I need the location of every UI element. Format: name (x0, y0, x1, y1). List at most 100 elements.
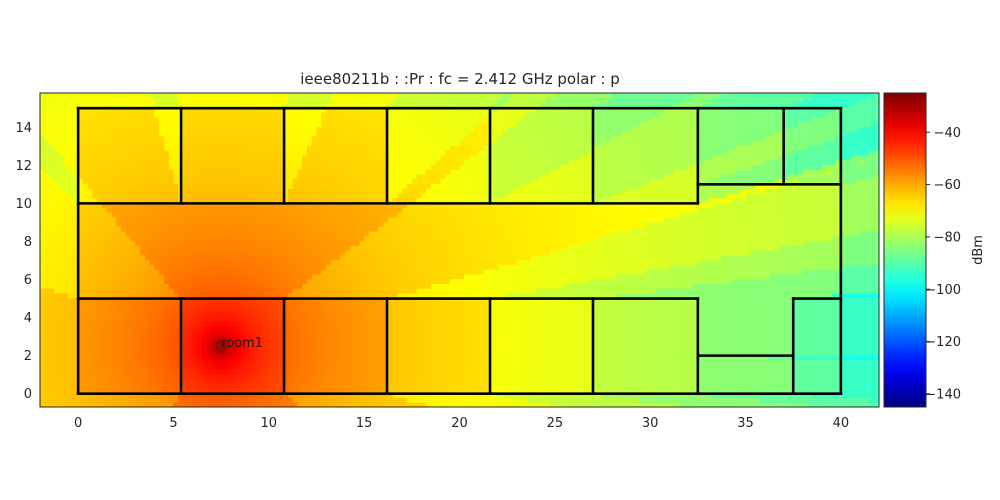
heatmap-cell (292, 292, 299, 299)
heatmap-cell (130, 311, 136, 318)
heatmap-cell (287, 173, 294, 180)
heatmap-cell (335, 254, 341, 261)
heatmap-cell (59, 188, 65, 194)
heatmap-cell (297, 387, 303, 394)
heatmap-cell (187, 240, 194, 246)
heatmap-cell (49, 202, 55, 208)
heatmap-cell (221, 164, 227, 170)
heatmap-cell (40, 150, 46, 156)
heatmap-cell (225, 373, 232, 380)
heatmap-cell (387, 387, 394, 394)
heatmap-cell (254, 145, 260, 151)
heatmap-cell (92, 211, 98, 218)
heatmap-cell (373, 221, 380, 227)
heatmap-cell (330, 302, 337, 308)
heatmap-cell (278, 292, 284, 299)
heatmap-cell (326, 221, 332, 227)
heatmap-cell (87, 302, 94, 308)
heatmap-cell (168, 207, 175, 213)
heatmap-cell (287, 230, 294, 237)
heatmap-cell (101, 307, 108, 313)
heatmap-cell (244, 188, 251, 194)
heatmap-cell (302, 387, 308, 394)
heatmap-cell (306, 197, 313, 204)
heatmap-cell (87, 183, 94, 189)
heatmap-cell (68, 273, 74, 280)
heatmap-cell (59, 326, 65, 332)
heatmap-cell (364, 197, 370, 204)
heatmap-cell (187, 326, 194, 332)
heatmap-cell (297, 126, 303, 132)
heatmap-cell (87, 373, 94, 380)
heatmap-cell (192, 316, 198, 322)
heatmap-cell (292, 345, 299, 351)
heatmap-cell (140, 383, 146, 389)
heatmap-cell (306, 364, 313, 370)
heatmap-cell (373, 216, 380, 223)
heatmap-cell (326, 131, 332, 137)
heatmap-cell (249, 335, 256, 341)
heatmap-cell (368, 221, 375, 227)
heatmap-cell (116, 221, 122, 227)
heatmap-cell (221, 126, 227, 132)
heatmap-cell (206, 131, 213, 137)
heatmap-cell (244, 140, 251, 146)
heatmap-cell (240, 121, 246, 127)
heatmap-cell (311, 240, 318, 246)
heatmap-cell (230, 131, 237, 137)
heatmap-cell (273, 288, 279, 294)
heatmap-cell (345, 188, 351, 194)
heatmap-cell (216, 354, 222, 361)
heatmap-cell (392, 254, 399, 261)
heatmap-cell (297, 269, 303, 275)
heatmap-cell (259, 135, 265, 142)
heatmap-cell (135, 211, 141, 218)
heatmap-cell (97, 368, 103, 375)
heatmap-cell (101, 368, 108, 375)
heatmap-cell (97, 150, 103, 156)
heatmap-cell (387, 278, 394, 284)
heatmap-cell (111, 154, 117, 161)
heatmap-cell (364, 135, 370, 142)
heatmap-cell (292, 112, 299, 118)
heatmap-cell (106, 354, 113, 361)
heatmap-cell (273, 131, 279, 137)
heatmap-cell (340, 192, 346, 199)
heatmap-cell (206, 154, 213, 161)
heatmap-cell (244, 169, 251, 175)
heatmap-cell (101, 392, 108, 399)
heatmap-cell (44, 140, 51, 146)
heatmap-cell (235, 164, 241, 170)
heatmap-cell (364, 288, 370, 294)
heatmap-cell (311, 340, 318, 346)
heatmap-cell (345, 354, 351, 361)
heatmap-cell (187, 107, 194, 113)
heatmap-cell (59, 292, 65, 299)
heatmap-cell (111, 145, 117, 151)
heatmap-cell (192, 402, 198, 407)
heatmap-cell (302, 392, 308, 399)
heatmap-cell (221, 245, 227, 251)
heatmap-cell (73, 259, 79, 265)
heatmap-cell (249, 283, 256, 289)
heatmap-cell (125, 354, 132, 361)
heatmap-cell (63, 207, 70, 213)
heatmap-cell (330, 135, 337, 142)
heatmap-cell (197, 240, 203, 246)
heatmap-cell (387, 107, 394, 113)
heatmap-cell (364, 126, 370, 132)
heatmap-cell (54, 216, 60, 223)
heatmap-cell (254, 140, 260, 146)
heatmap-cell (173, 330, 179, 337)
heatmap-cell (364, 131, 370, 137)
heatmap-cell (354, 159, 360, 165)
heatmap-cell (378, 364, 384, 370)
heatmap-cell (354, 402, 360, 407)
heatmap-cell (92, 269, 98, 275)
heatmap-cell (44, 292, 51, 299)
heatmap-cell (168, 107, 175, 113)
heatmap-cell (311, 345, 318, 351)
heatmap-cell (92, 197, 98, 204)
heatmap-cell (287, 188, 294, 194)
heatmap-cell (78, 349, 84, 356)
